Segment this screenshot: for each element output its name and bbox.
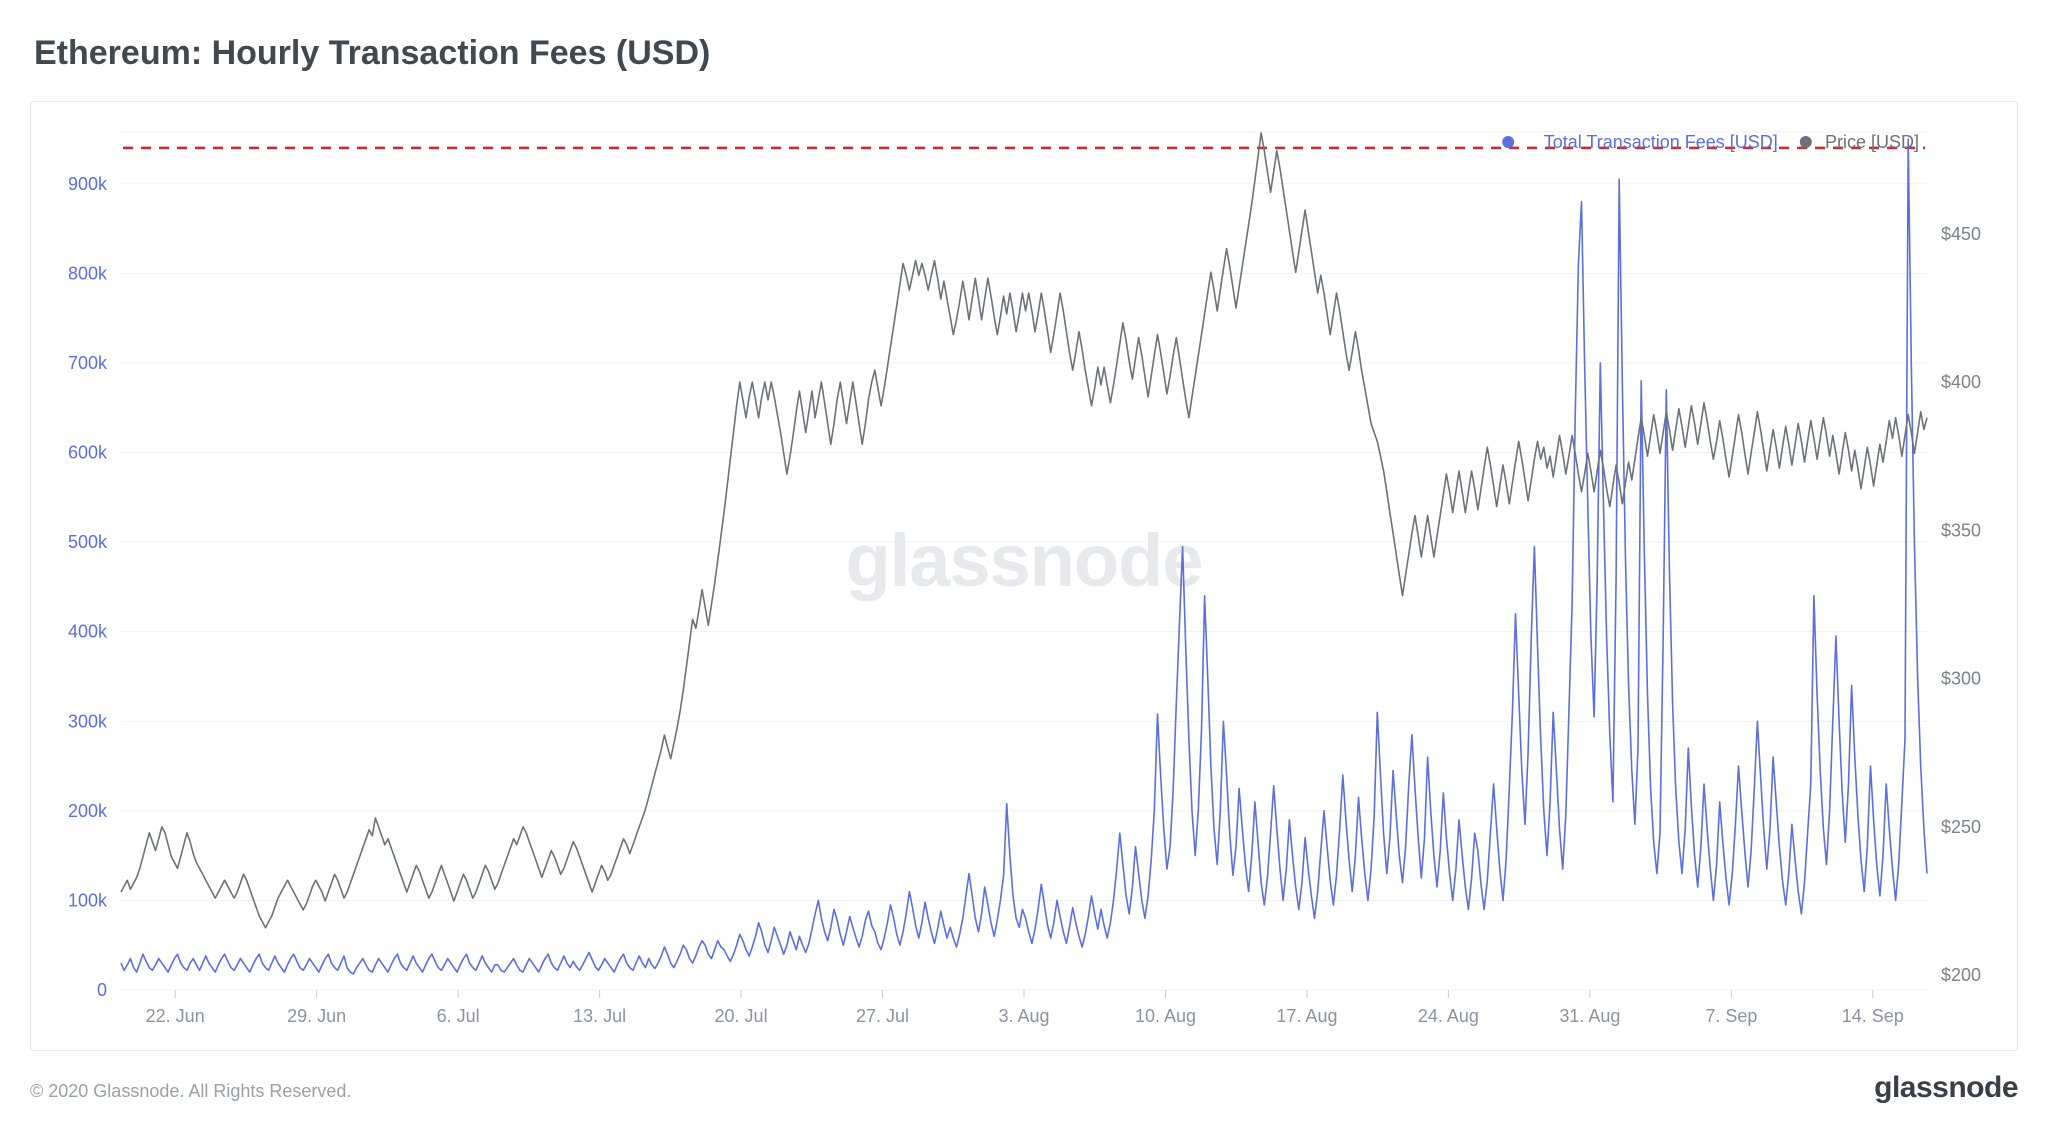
svg-text:$200: $200 — [1941, 965, 1981, 985]
svg-text:glassnode: glassnode — [846, 519, 1203, 602]
svg-text:7. Sep: 7. Sep — [1705, 1006, 1757, 1026]
svg-text:24. Aug: 24. Aug — [1418, 1006, 1479, 1026]
svg-text:Price [USD]: Price [USD] — [1825, 132, 1919, 152]
svg-text:$250: $250 — [1941, 817, 1981, 837]
svg-text:31. Aug: 31. Aug — [1559, 1006, 1620, 1026]
svg-text:13. Jul: 13. Jul — [573, 1006, 626, 1026]
svg-text:400k: 400k — [68, 622, 108, 642]
svg-text:14. Sep: 14. Sep — [1842, 1006, 1904, 1026]
svg-text:17. Aug: 17. Aug — [1276, 1006, 1337, 1026]
svg-text:$300: $300 — [1941, 669, 1981, 689]
svg-text:$350: $350 — [1941, 520, 1981, 540]
svg-text:20. Jul: 20. Jul — [715, 1006, 768, 1026]
svg-text:0: 0 — [97, 980, 107, 1000]
chart-frame: 0 100k 200k 300k 400k 500k 600k 700k 800k 900k $20… — [30, 101, 2018, 1051]
svg-text:6. Jul: 6. Jul — [437, 1006, 480, 1026]
svg-text:800k: 800k — [68, 263, 108, 283]
svg-text:500k: 500k — [68, 532, 108, 552]
svg-text:10. Aug: 10. Aug — [1135, 1006, 1196, 1026]
svg-text:700k: 700k — [68, 353, 108, 373]
svg-text:300k: 300k — [68, 711, 108, 731]
svg-text:600k: 600k — [68, 443, 108, 463]
chart-title: Ethereum: Hourly Transaction Fees (USD) — [34, 34, 2018, 73]
brand-label: glassnode — [1874, 1071, 2018, 1105]
svg-text:3. Aug: 3. Aug — [998, 1006, 1049, 1026]
chart-svg: 0 100k 200k 300k 400k 500k 600k 700k 800k 900k $20… — [31, 102, 2017, 1050]
svg-text:900k: 900k — [68, 174, 108, 194]
svg-text:Total Transaction Fees [USD]: Total Transaction Fees [USD] — [1544, 132, 1778, 152]
svg-text:29. Jun: 29. Jun — [287, 1006, 346, 1026]
svg-text:22. Jun: 22. Jun — [146, 1006, 205, 1026]
svg-text:27. Jul: 27. Jul — [856, 1006, 909, 1026]
copyright-text: © 2020 Glassnode. All Rights Reserved. — [30, 1081, 351, 1102]
svg-text:200k: 200k — [68, 801, 108, 821]
svg-text:$400: $400 — [1941, 372, 1981, 392]
svg-text:100k: 100k — [68, 890, 108, 910]
svg-text:$450: $450 — [1941, 224, 1981, 244]
